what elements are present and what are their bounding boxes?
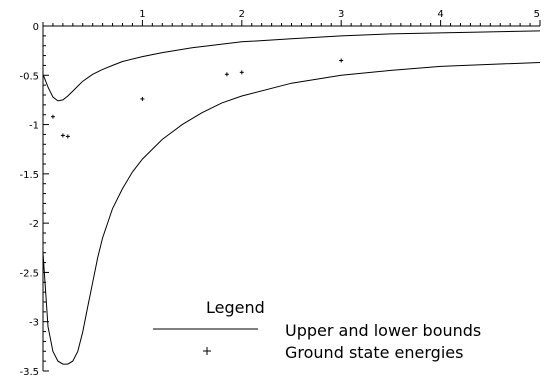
legend-entry: Ground state energies [203,343,463,362]
ground-state-point [50,114,55,119]
ground-state-point [60,133,65,138]
y-tick-label: -2 [29,219,39,230]
y-tick-label: -0.5 [19,71,39,82]
y-tick-label: 0 [33,22,39,33]
x-tick-label: 3 [338,9,344,20]
ground-state-point [224,72,229,77]
ground-state-point [239,70,244,75]
legend-label: Upper and lower bounds [285,321,481,340]
upper-bound-curve [42,30,541,102]
y-tick-label: -3 [29,318,39,329]
legend-title: Legend [206,298,265,317]
x-tick-label: 2 [239,9,245,20]
ground-state-point [65,134,70,139]
x-tick-label: 5 [534,9,540,20]
legend-cross-swatch [203,347,211,355]
y-tick-label: -3.5 [19,367,39,377]
chart-axes [42,22,540,371]
x-tick-label: 1 [139,9,145,20]
y-tick-label: -1 [29,121,39,132]
y-tick-label: -1.5 [19,170,39,181]
chart-series [42,30,541,365]
ground-state-point [140,96,145,101]
y-tick-label: -2.5 [19,268,39,279]
chart-legend: Legend Upper and lower bounds Ground state… [153,298,481,362]
chart-ticks: 1 2 3 4 5 0 -0.5 -1 -1.5 -2 -2.5 -3 -3.5 [19,9,541,377]
legend-entry: Upper and lower bounds [153,321,481,340]
legend-label: Ground state energies [285,343,463,362]
lower-bound-curve [42,62,541,365]
ground-state-point [339,58,344,63]
x-tick-label: 4 [437,9,443,20]
